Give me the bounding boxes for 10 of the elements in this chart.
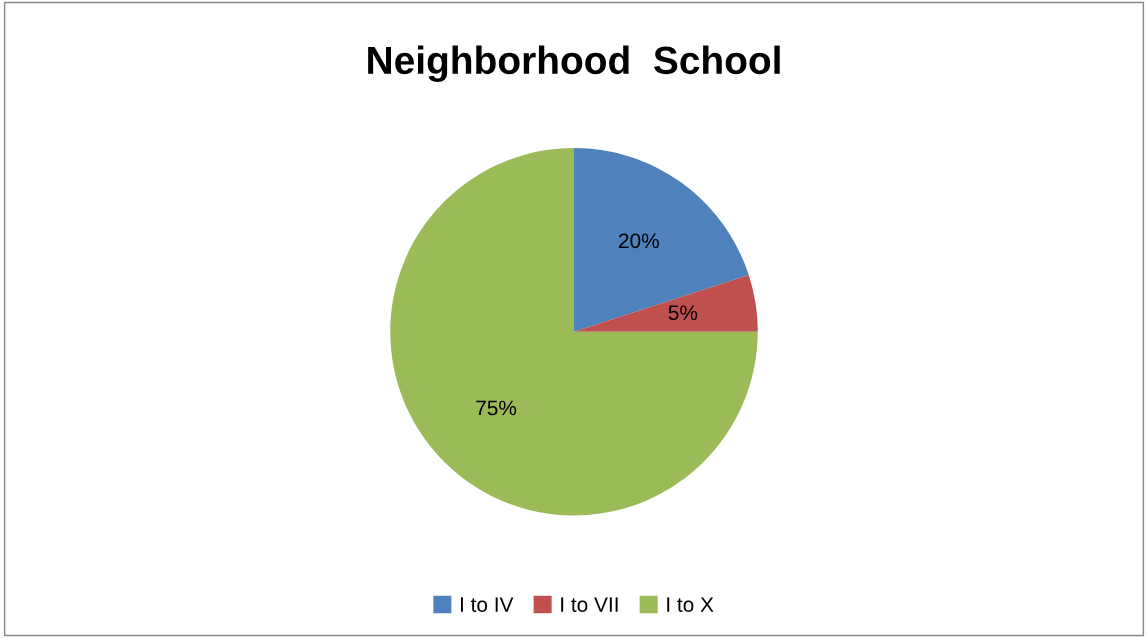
data-label: 75% (476, 400, 517, 416)
legend-label: I to VII (561, 597, 618, 612)
pie-slice (390, 148, 758, 516)
legend-label: I to IV (460, 597, 514, 612)
data-label: 5% (668, 305, 698, 321)
chart-title: Neighborhood School (368, 45, 780, 83)
legend-label: I to X (667, 597, 714, 612)
data-label: 20% (619, 233, 659, 249)
pie-slice (574, 148, 749, 332)
pie-slice (574, 274, 758, 332)
